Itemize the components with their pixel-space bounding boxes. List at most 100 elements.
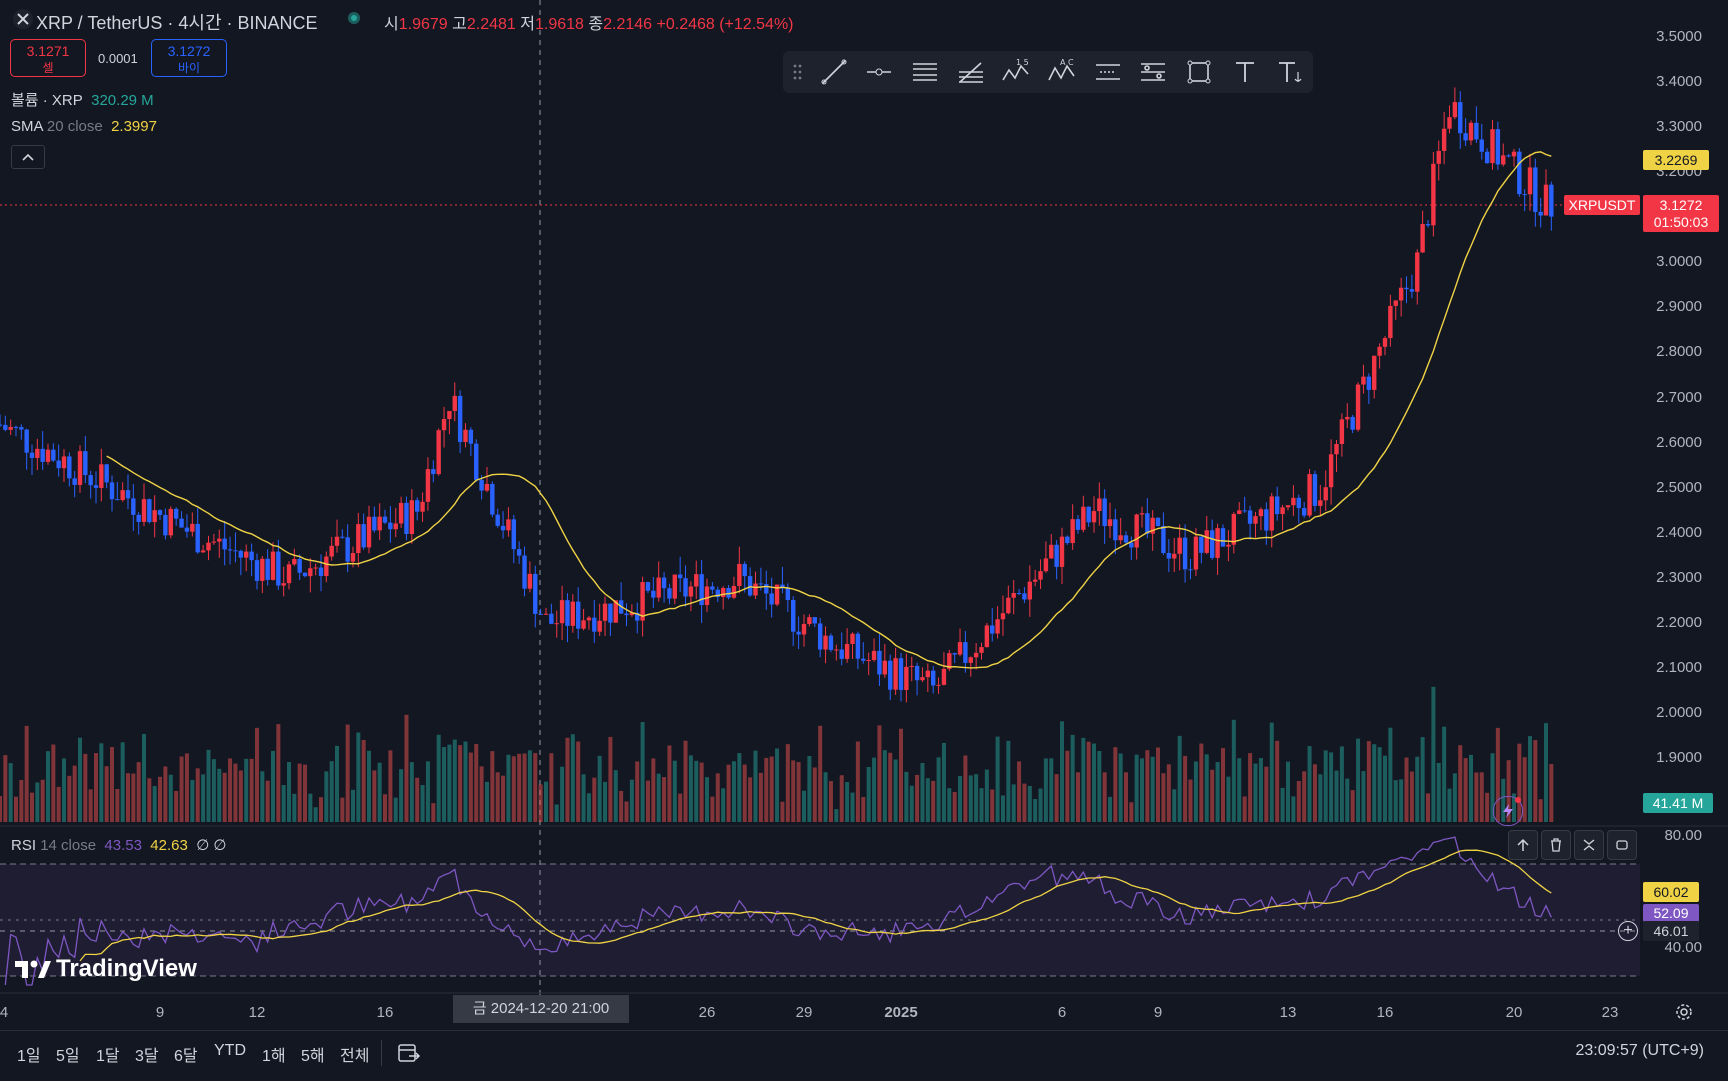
candle [704, 586, 710, 606]
volume-bar [769, 756, 774, 822]
candle [1022, 593, 1027, 600]
volume-bar [1372, 744, 1377, 822]
trend-line-tool[interactable] [811, 51, 857, 93]
candle [120, 490, 125, 501]
candle [260, 558, 265, 581]
volume-legend[interactable]: 볼륨 · XRP 320.29 M [11, 92, 154, 109]
candle [1447, 117, 1452, 129]
candle [635, 612, 640, 621]
price-axis-label: 2.7000 [1656, 388, 1702, 406]
volume-bar [506, 754, 511, 822]
drag-handle-icon[interactable] [783, 63, 811, 81]
add-plus-icon[interactable]: + [1618, 921, 1638, 941]
candle [297, 558, 302, 573]
text-tool[interactable] [1222, 51, 1268, 93]
volume-bar [888, 752, 893, 822]
symbol-title[interactable]: XRP / TetherUS · 4시간 · BINANCE [36, 13, 318, 33]
volume-bar [780, 801, 785, 822]
candle [308, 568, 313, 577]
candle [404, 502, 409, 534]
alerts-button[interactable] [1493, 796, 1523, 826]
volume-bar [501, 775, 506, 822]
candle [334, 536, 340, 546]
volume-bar [828, 781, 833, 822]
trend-line-icon [821, 59, 847, 85]
forecast-tool[interactable] [1130, 51, 1176, 93]
volume-bar [415, 777, 420, 822]
candle [270, 551, 276, 580]
rsi-legend[interactable]: RSI 14 close 43.53 42.63 ∅ ∅ [11, 837, 227, 854]
range-button[interactable]: 전체 [340, 1048, 370, 1065]
collapse-legend-button[interactable] [11, 145, 45, 169]
range-button[interactable]: 6달 [174, 1048, 198, 1065]
candle [1415, 252, 1420, 292]
volume-bar [1447, 788, 1452, 822]
candle [576, 601, 581, 629]
volume-bar [662, 777, 667, 822]
candle [1107, 519, 1113, 527]
candle [361, 524, 366, 548]
symbol-logo[interactable] [12, 8, 34, 35]
candle [452, 395, 457, 411]
horizontal-ray-tool[interactable] [856, 51, 902, 93]
rectangle-tool[interactable] [1176, 51, 1222, 93]
volume-bar [1538, 799, 1543, 822]
tradingview-watermark[interactable]: TradingView [14, 955, 197, 983]
parallel-channel-tool[interactable] [902, 51, 948, 93]
price-axis-label: 2.8000 [1656, 343, 1702, 361]
volume-bar [538, 784, 543, 822]
date-axis-label: 9 [1153, 1004, 1163, 1021]
candle [1086, 506, 1091, 523]
range-button[interactable]: 1해 [262, 1048, 286, 1065]
candle [1161, 526, 1166, 553]
volume-bar [1318, 774, 1323, 822]
sma-legend[interactable]: SMA 20 close 2.3997 [11, 118, 157, 135]
volume-bar [1248, 753, 1253, 822]
range-button[interactable]: 5해 [301, 1048, 325, 1065]
volume-bar [1522, 757, 1527, 822]
range-button[interactable]: 1달 [96, 1048, 120, 1065]
candle [29, 452, 35, 458]
candle [1431, 163, 1436, 226]
axis-settings-button[interactable] [1674, 1002, 1694, 1027]
rsi-collapse-button[interactable] [1574, 830, 1604, 860]
candle [1361, 376, 1366, 385]
candle [13, 426, 19, 428]
buy-button[interactable]: 3.1272 바이 [151, 39, 227, 77]
ohlc-values: 시1.9679 고2.2481 저1.9618 종2.2146 +0.2468 … [384, 16, 794, 33]
candle [640, 582, 645, 621]
range-button[interactable]: 5일 [56, 1048, 80, 1065]
range-button[interactable]: YTD [214, 1042, 246, 1059]
volume-bar [785, 744, 790, 822]
sell-button[interactable]: 3.1271 셀 [10, 39, 86, 77]
date-axis-label: 26 [698, 1004, 716, 1021]
go-to-date-button[interactable] [397, 1041, 421, 1070]
candle [861, 658, 866, 661]
fib-fan-tool[interactable] [948, 51, 994, 93]
range-button[interactable]: 1일 [17, 1048, 41, 1065]
range-button[interactable]: 3달 [135, 1048, 159, 1065]
date-range-tool[interactable] [1085, 51, 1131, 93]
candle [1129, 542, 1134, 548]
volume-bar [335, 745, 339, 822]
rsi-maximize-button[interactable] [1607, 830, 1637, 860]
volume-bar [1134, 754, 1139, 822]
volume-bar [168, 774, 173, 822]
volume-bar [963, 755, 968, 822]
candle [227, 549, 233, 551]
candle [1372, 355, 1377, 390]
rsi-move-up-button[interactable] [1508, 830, 1538, 860]
candle [1274, 496, 1280, 515]
clock[interactable]: 23:09:57 (UTC+9) [1575, 1042, 1704, 1059]
volume-bar [554, 804, 559, 822]
rsi-delete-button[interactable] [1541, 830, 1571, 860]
anchored-text-tool[interactable] [1267, 51, 1313, 93]
candle [624, 613, 629, 616]
pattern-ac-tool[interactable]: A C [1039, 51, 1085, 93]
date-axis-label: 16 [376, 1004, 394, 1021]
candle [1382, 338, 1388, 347]
volume-bar [753, 750, 758, 822]
pattern-15-tool[interactable]: 1 5 [993, 51, 1039, 93]
volume-bar [1474, 772, 1479, 822]
